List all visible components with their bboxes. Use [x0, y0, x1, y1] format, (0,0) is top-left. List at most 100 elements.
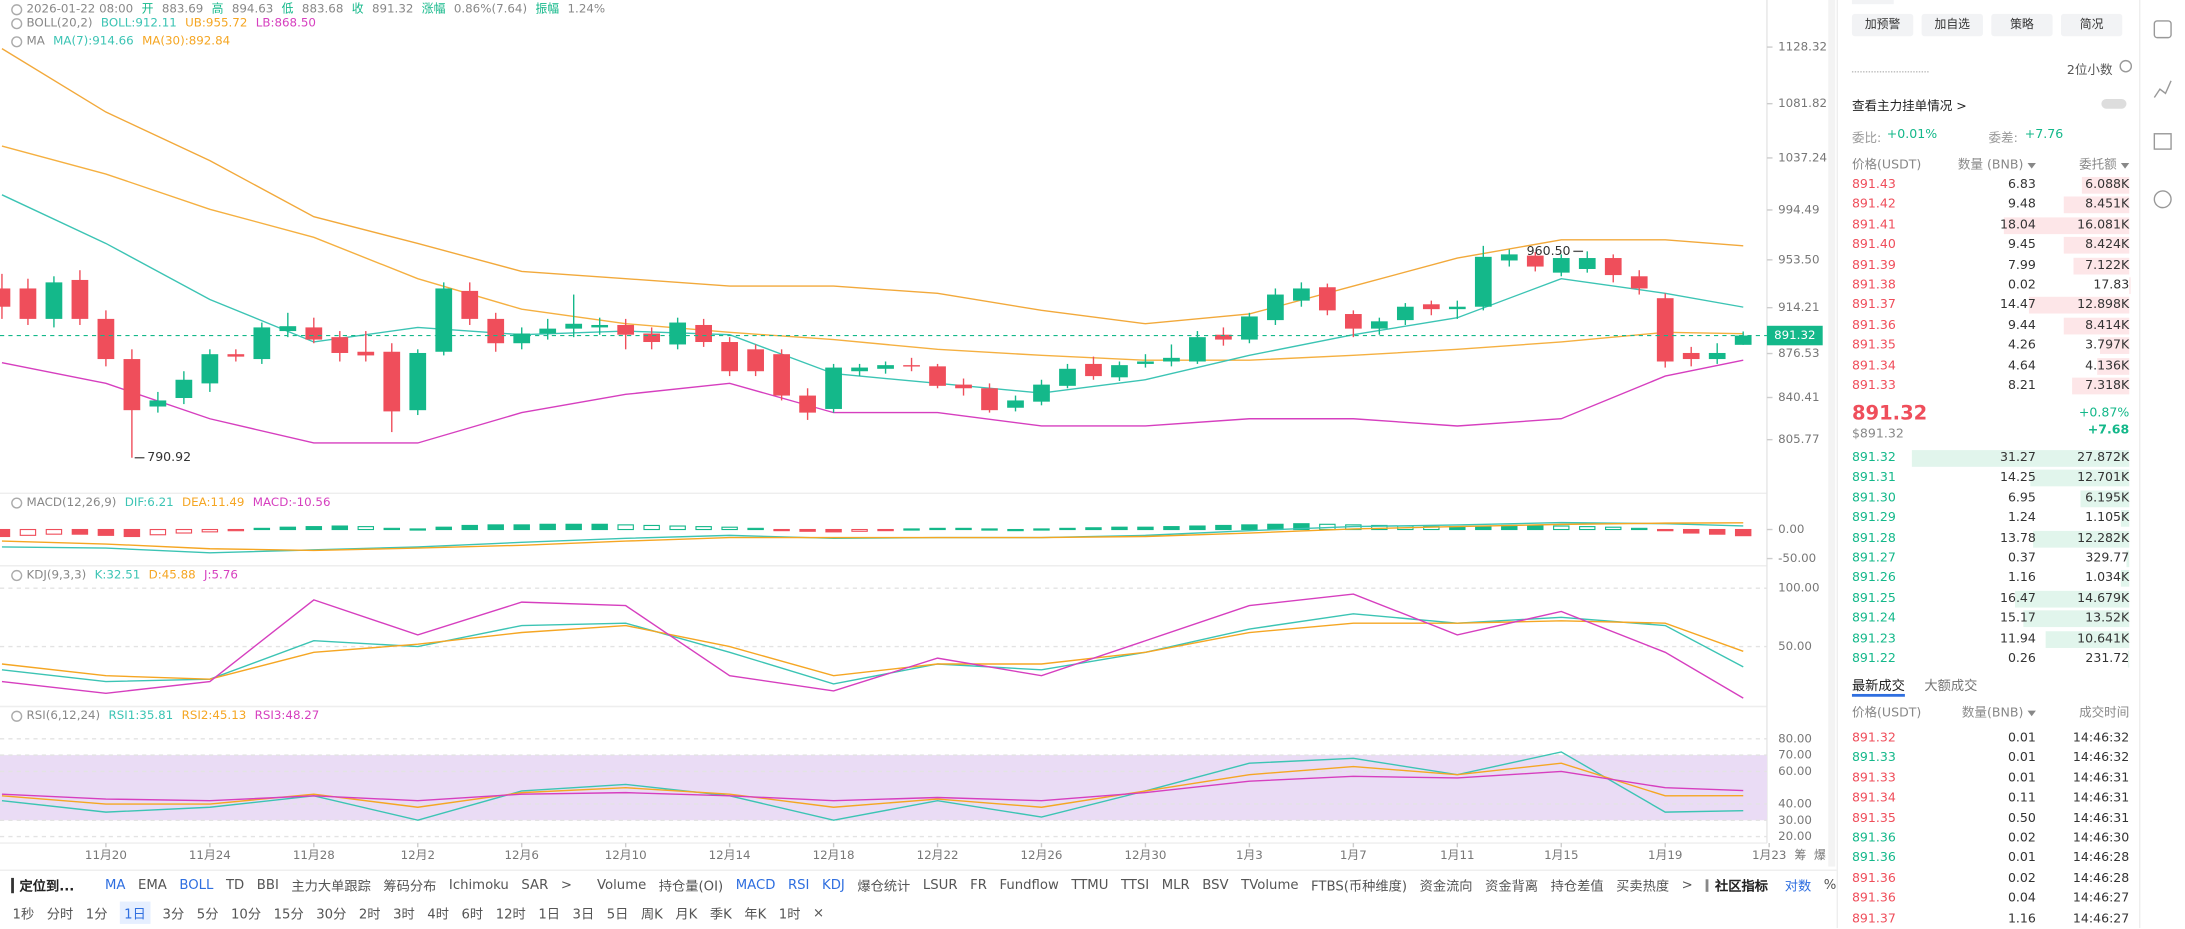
interval[interactable]: 月K: [675, 907, 698, 923]
icon[interactable]: [2153, 20, 2172, 39]
header[interactable]: 数量(BNB): [1962, 704, 2036, 724]
toolbar-item[interactable]: LSUR: [922, 877, 958, 893]
panel-button[interactable]: 简况: [2060, 13, 2123, 37]
toolbar-item[interactable]: FTBS(币种维度): [1311, 879, 1408, 895]
toolbar-item[interactable]: BBI: [256, 877, 279, 893]
interval[interactable]: 3时: [393, 907, 415, 923]
header[interactable]: 数量 (BNB): [1958, 156, 2036, 176]
book-price[interactable]: 891.30: [1851, 491, 1896, 506]
interval[interactable]: 1时: [778, 907, 801, 923]
panel-button[interactable]: 加预警: [1851, 13, 1914, 37]
interval[interactable]: 1日: [119, 901, 151, 924]
toolbar-item[interactable]: EMA: [137, 877, 167, 893]
panel-button[interactable]: 策略: [1991, 13, 2053, 37]
interval[interactable]: 5日: [606, 907, 629, 923]
trade-tab[interactable]: 最新成交: [1851, 674, 1905, 697]
icon[interactable]: [2153, 80, 2172, 98]
toolbar-item[interactable]: 持仓量(OI): [658, 879, 724, 895]
toolbar-item[interactable]: 资金流向: [1419, 879, 1473, 895]
book-price[interactable]: 891.23: [1851, 632, 1896, 647]
toolbar-item[interactable]: >: [1681, 877, 1693, 893]
interval[interactable]: 6时: [461, 907, 484, 923]
toolbar-item[interactable]: BOLL: [179, 877, 214, 893]
toolbar-item[interactable]: 主力大单跟踪: [291, 879, 371, 895]
toolbar-item[interactable]: %: [1823, 877, 1837, 893]
book-price[interactable]: 891.38: [1851, 278, 1896, 293]
interval[interactable]: 2时: [358, 907, 381, 923]
interval[interactable]: 3日: [572, 907, 595, 923]
main-orders[interactable]: 查看主力挂单情况 >: [1851, 100, 1967, 115]
interval[interactable]: 10分: [230, 907, 262, 923]
settings-icon[interactable]: [2119, 59, 2133, 73]
book-price[interactable]: 891.26: [1851, 571, 1896, 586]
book-price[interactable]: 891.32: [1851, 451, 1896, 466]
toolbar-item[interactable]: KDJ: [822, 877, 845, 893]
toolbar-item[interactable]: >: [560, 877, 572, 893]
toolbar-item[interactable]: 对数: [1784, 879, 1812, 895]
book-row: 891.36 9.44 8.414K: [1838, 316, 2140, 336]
toolbar-item[interactable]: MACD: [735, 877, 776, 893]
toggle[interactable]: [2101, 98, 2127, 109]
toolbar-item[interactable]: TTSI: [1120, 877, 1150, 893]
toolbar-item[interactable]: 持仓差值: [1550, 879, 1604, 895]
toolbar-item[interactable]: Ichimoku: [448, 877, 509, 893]
interval[interactable]: 5分: [196, 907, 219, 923]
interval[interactable]: ×: [813, 905, 825, 921]
interval[interactable]: 1秒: [12, 907, 35, 923]
toolbar-item[interactable]: 买卖热度: [1616, 879, 1670, 895]
book-price[interactable]: 891.29: [1851, 511, 1896, 526]
toolbar-item[interactable]: MA: [104, 877, 126, 893]
book-qty: 1.16: [2007, 571, 2036, 586]
toolbar-item[interactable]: BSV: [1202, 877, 1229, 893]
icon[interactable]: [2153, 133, 2172, 150]
toolbar-item[interactable]: MLR: [1161, 877, 1190, 893]
book-price[interactable]: 891.33: [1851, 379, 1896, 393]
book-price[interactable]: 891.42: [1851, 198, 1896, 213]
book-price[interactable]: 891.39: [1851, 258, 1896, 273]
toolbar-item[interactable]: 资金背离: [1485, 879, 1539, 895]
book-price[interactable]: 891.31: [1851, 471, 1896, 486]
community-indicators[interactable]: 社区指标: [1715, 879, 1769, 895]
book-price[interactable]: 891.24: [1851, 612, 1896, 626]
toolbar-item[interactable]: 筹码分布: [383, 879, 437, 895]
toolbar-item[interactable]: TVolume: [1241, 877, 1299, 893]
interval[interactable]: 年K: [744, 907, 767, 923]
decimals[interactable]: 2位小数: [2066, 64, 2113, 79]
icon[interactable]: [2153, 190, 2172, 209]
book-price[interactable]: 891.43: [1851, 178, 1896, 193]
interval[interactable]: 3分: [162, 907, 185, 923]
book-price[interactable]: 891.28: [1851, 531, 1896, 546]
trade-tab[interactable]: 大额成交: [1924, 678, 1978, 694]
toolbar-item[interactable]: Fundflow: [999, 877, 1059, 893]
interval[interactable]: 分时: [46, 907, 74, 923]
book-price[interactable]: 891.40: [1851, 238, 1896, 253]
book-price[interactable]: 891.41: [1851, 218, 1896, 233]
toolbar-item[interactable]: Volume: [597, 877, 647, 893]
header[interactable]: 成交时间: [2079, 706, 2130, 721]
interval[interactable]: 4时: [427, 907, 449, 923]
book-price[interactable]: 891.35: [1851, 338, 1896, 353]
toolbar-item[interactable]: RSI: [787, 877, 810, 893]
interval[interactable]: 季K: [709, 907, 732, 923]
interval[interactable]: 1分: [85, 907, 108, 923]
locate-button[interactable]: 定位到...: [19, 879, 75, 895]
interval[interactable]: 1日: [538, 907, 560, 923]
toolbar-item[interactable]: FR: [970, 877, 987, 893]
candle-body: [1007, 400, 1024, 408]
book-price[interactable]: 891.37: [1851, 298, 1896, 313]
toolbar-item[interactable]: 爆仓统计: [857, 879, 911, 895]
book-price[interactable]: 891.25: [1851, 591, 1896, 606]
interval[interactable]: 周K: [640, 907, 663, 923]
book-price[interactable]: 891.22: [1851, 652, 1896, 667]
interval[interactable]: 12时: [495, 907, 526, 923]
book-price[interactable]: 891.36: [1851, 318, 1896, 333]
toolbar-item[interactable]: SAR: [521, 877, 549, 893]
interval[interactable]: 15分: [273, 907, 304, 923]
toolbar-item[interactable]: TD: [225, 877, 245, 893]
book-price[interactable]: 891.27: [1851, 551, 1896, 566]
panel-button[interactable]: 加自选: [1921, 13, 1983, 37]
header[interactable]: 委托额: [2079, 156, 2130, 176]
interval[interactable]: 30分: [316, 907, 347, 923]
toolbar-item[interactable]: TTMU: [1071, 877, 1109, 893]
book-price[interactable]: 891.34: [1851, 358, 1896, 373]
